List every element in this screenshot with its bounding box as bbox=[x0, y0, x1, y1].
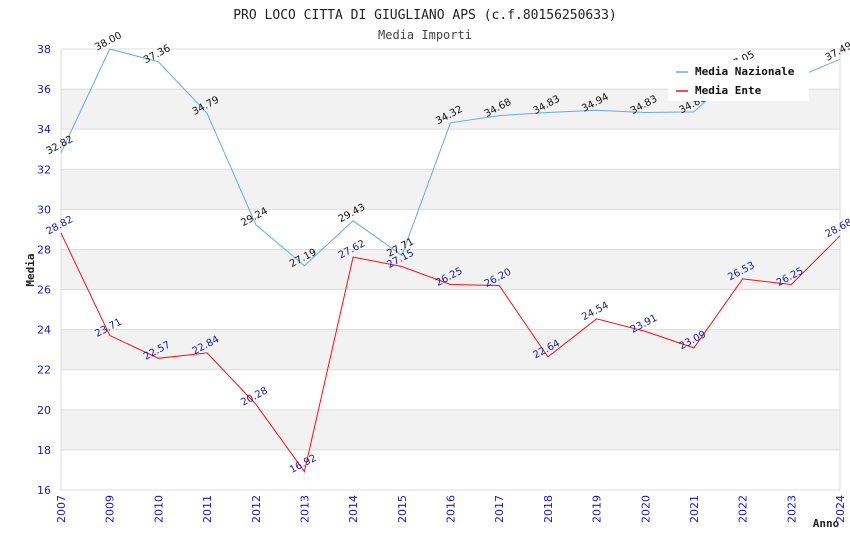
grid-band bbox=[61, 329, 840, 370]
x-axis-ticks: 2007 2009 2010 2011 2012 2013 2014 2015 2016 2017… bbox=[55, 495, 847, 523]
x-tick-label: 2015 bbox=[396, 495, 409, 523]
data-label: 38.00 bbox=[93, 30, 123, 53]
x-tick-label: 2012 bbox=[250, 495, 263, 523]
y-tick-label: 16 bbox=[37, 484, 51, 497]
grid-lines bbox=[60, 48, 841, 491]
data-label: 20.28 bbox=[239, 385, 269, 408]
data-label: 28.68 bbox=[824, 217, 850, 240]
x-tick-label: 2019 bbox=[591, 495, 604, 523]
legend-label: Media Nazionale bbox=[695, 65, 795, 78]
y-tick-label: 26 bbox=[37, 284, 51, 297]
chart-subtitle: Media Importi bbox=[378, 28, 472, 42]
x-tick-label: 2024 bbox=[834, 495, 847, 523]
legend: Media Nazionale Media Ente bbox=[668, 60, 809, 101]
x-tick-label: 2010 bbox=[152, 495, 165, 523]
x-tick-label: 2007 bbox=[55, 495, 68, 523]
x-tick-label: 2023 bbox=[785, 495, 798, 523]
x-axis-label: Anno bbox=[813, 517, 840, 530]
y-tick-label: 34 bbox=[37, 123, 51, 136]
x-tick-label: 2016 bbox=[445, 495, 458, 523]
x-tick-label: 2021 bbox=[688, 495, 701, 523]
y-tick-label: 30 bbox=[37, 203, 51, 216]
legend-box bbox=[668, 60, 809, 101]
legend-label: Media Ente bbox=[695, 84, 762, 97]
y-axis-ticks: 16 18 20 22 24 26 28 30 32 34 36 38 bbox=[37, 43, 51, 497]
grid-band bbox=[61, 169, 840, 210]
x-tick-label: 2013 bbox=[298, 495, 311, 523]
x-tick-label: 2009 bbox=[104, 495, 117, 523]
data-label: 32.82 bbox=[45, 134, 75, 157]
x-tick-label: 2022 bbox=[737, 495, 750, 523]
x-tick-label: 2017 bbox=[493, 495, 506, 523]
y-tick-label: 20 bbox=[37, 404, 51, 417]
y-tick-label: 24 bbox=[37, 324, 51, 337]
y-tick-label: 32 bbox=[37, 163, 51, 176]
data-label: 16.92 bbox=[288, 453, 318, 476]
y-tick-label: 28 bbox=[37, 243, 51, 256]
x-tick-label: 2011 bbox=[201, 495, 214, 523]
y-tick-label: 38 bbox=[37, 43, 51, 56]
x-tick-label: 2020 bbox=[639, 495, 652, 523]
x-tick-label: 2018 bbox=[542, 495, 555, 523]
y-tick-label: 18 bbox=[37, 444, 51, 457]
x-tick-label: 2014 bbox=[347, 495, 360, 523]
series-line bbox=[60, 232, 841, 473]
chart-title: PRO LOCO CITTA DI GIUGLIANO APS (c.f.801… bbox=[233, 8, 617, 23]
data-label: 37.36 bbox=[142, 43, 172, 66]
grid-band bbox=[61, 249, 840, 290]
y-axis-label: Media bbox=[24, 253, 37, 286]
y-tick-label: 36 bbox=[37, 83, 51, 96]
data-label: 28.82 bbox=[45, 214, 75, 237]
grid-band bbox=[61, 409, 840, 450]
y-tick-label: 22 bbox=[37, 364, 51, 377]
